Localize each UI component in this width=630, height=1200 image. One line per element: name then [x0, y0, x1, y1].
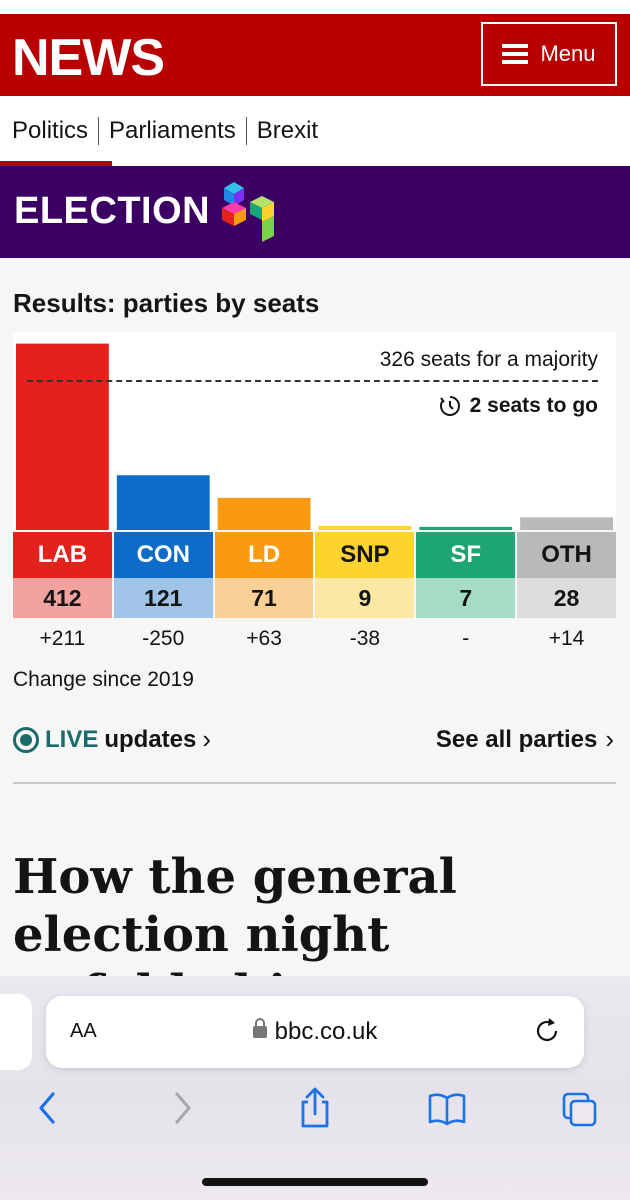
majority-line	[27, 380, 598, 382]
party-labels-row: LAB CON LD SNP SF OTH	[13, 532, 616, 578]
change-since-label: Change since 2019	[13, 668, 194, 691]
party-label-ld[interactable]: LD	[214, 532, 314, 578]
party-label-oth[interactable]: OTH	[517, 532, 616, 578]
party-change-oth: +14	[548, 627, 585, 650]
hamburger-icon	[502, 44, 529, 64]
sub-navigation: Politics Parliaments Brexit	[0, 96, 630, 166]
results-section: Results: parties by seats 326 seats for …	[0, 258, 630, 1000]
party-label-sf[interactable]: SF	[416, 532, 516, 578]
party-change-con: -250	[142, 627, 185, 650]
nav-politics[interactable]: Politics	[12, 117, 89, 144]
bar-ld	[217, 497, 311, 530]
party-seats-row: 412 121 71 9 7 28	[13, 578, 616, 618]
status-area	[0, 0, 630, 14]
live-updates-link[interactable]: LIVE updates ›	[13, 724, 211, 755]
see-all-parties-link[interactable]: See all parties ›	[436, 724, 614, 755]
text-size-button[interactable]: AA	[70, 1020, 97, 1042]
seats-to-go-label: 2 seats to go	[469, 394, 598, 417]
bar-snp	[318, 525, 412, 530]
party-seats-con: 121	[113, 578, 213, 618]
reload-icon[interactable]	[532, 1016, 562, 1046]
party-label-con[interactable]: CON	[113, 532, 213, 578]
election-title: ELECTION	[14, 190, 211, 232]
party-seats-snp: 9	[315, 578, 415, 618]
seats-bars	[16, 343, 613, 530]
news-logo[interactable]: NEWS	[12, 29, 165, 87]
bar-con	[116, 475, 210, 530]
news-header: NEWS Menu	[0, 14, 630, 96]
active-nav-underline	[0, 161, 112, 166]
previous-tab-preview[interactable]	[0, 994, 32, 1070]
seats-to-go: 2 seats to go	[438, 394, 598, 418]
lock-icon	[252, 1018, 267, 1038]
live-word: LIVE	[45, 725, 99, 753]
party-seats-lab: 412	[13, 578, 112, 618]
nav-separator	[245, 117, 247, 145]
chevron-right-icon: ›	[605, 724, 614, 754]
election-24-logo	[222, 182, 274, 242]
party-change-lab: +211	[39, 627, 86, 650]
majority-label: 326 seats for a majority	[379, 348, 598, 371]
chevron-right-icon: ›	[202, 724, 212, 754]
url-display[interactable]: bbc.co.uk	[46, 1018, 584, 1046]
tabs-icon[interactable]	[560, 1086, 600, 1130]
results-title: Results: parties by seats	[13, 288, 320, 318]
bar-oth	[520, 517, 613, 530]
party-label-lab[interactable]: LAB	[13, 532, 112, 578]
browser-chrome: AA bbc.co.uk	[0, 976, 630, 1200]
nav-brexit[interactable]: Brexit	[256, 117, 319, 144]
nav-separator	[98, 117, 100, 145]
divider	[13, 782, 616, 784]
menu-button[interactable]: Menu	[481, 22, 617, 86]
back-icon[interactable]	[27, 1086, 67, 1130]
bookmarks-icon[interactable]	[427, 1086, 467, 1130]
menu-label: Menu	[540, 41, 596, 66]
party-seats-oth: 28	[517, 578, 616, 618]
party-change-row: +211 -250 +63 -38 - +14	[13, 620, 616, 658]
home-indicator	[202, 1178, 428, 1186]
party-change-snp: -38	[349, 627, 381, 650]
url-text: bbc.co.uk	[274, 1018, 378, 1045]
election-banner[interactable]: ELECTION	[0, 166, 630, 258]
live-icon	[13, 726, 39, 753]
forward-icon[interactable]	[163, 1086, 203, 1130]
browser-toolbar	[0, 1086, 630, 1136]
party-label-snp[interactable]: SNP	[315, 532, 415, 578]
see-all-label: See all parties	[435, 725, 598, 753]
seats-chart: 326 seats for a majority 2 seats to go	[13, 332, 616, 530]
nav-parliaments[interactable]: Parliaments	[109, 117, 236, 144]
party-seats-ld: 71	[214, 578, 314, 618]
bar-sf	[419, 526, 513, 530]
party-seats-sf: 7	[416, 578, 516, 618]
address-bar[interactable]: AA bbc.co.uk	[46, 996, 584, 1068]
bar-lab	[16, 343, 109, 530]
share-icon[interactable]	[295, 1086, 335, 1130]
article-headline[interactable]: How the general election night unfolded …	[13, 849, 457, 998]
party-change-sf: -	[462, 627, 470, 650]
timer-icon	[439, 396, 460, 416]
live-updates-text: updates	[104, 725, 197, 753]
party-change-ld: +63	[246, 627, 282, 650]
